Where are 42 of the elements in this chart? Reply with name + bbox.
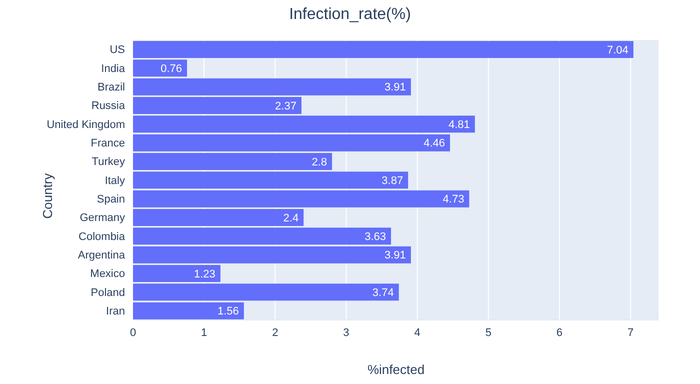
y-tick-label: Brazil <box>97 82 125 94</box>
x-tick-label: 3 <box>343 326 350 339</box>
data-label: 2.37 <box>275 100 296 112</box>
x-tick-label: 4 <box>414 326 420 339</box>
x-tick-label: 6 <box>556 326 563 339</box>
bar <box>133 302 244 320</box>
y-tick-label: Poland <box>90 286 125 299</box>
y-tick-label: France <box>90 138 125 150</box>
y-tick-label: United Kingdom <box>46 118 125 131</box>
data-label: 1.56 <box>217 306 239 318</box>
x-tick-label: 7 <box>628 326 634 339</box>
data-label: 3.63 <box>364 231 386 244</box>
x-tick-label: 1 <box>201 326 208 339</box>
data-label: 3.87 <box>382 175 404 188</box>
y-tick-label: India <box>101 62 126 75</box>
y-tick-label: Italy <box>104 174 126 187</box>
y-tick-label: Germany <box>80 212 126 224</box>
data-label: 3.91 <box>384 250 406 262</box>
x-tick-label: 2 <box>272 326 278 339</box>
data-label: 2.8 <box>312 156 328 168</box>
data-label: 3.74 <box>372 287 394 300</box>
data-label: 4.73 <box>442 194 464 206</box>
y-tick-label: US <box>110 44 125 56</box>
y-axis-title: Country <box>40 173 55 219</box>
x-axis-title: %infected <box>366 362 426 377</box>
data-label: 4.81 <box>448 119 470 132</box>
x-tick-label: 0 <box>130 326 136 339</box>
data-label: 2.4 <box>283 212 299 224</box>
data-label: 4.46 <box>424 138 446 150</box>
y-tick-label: Spain <box>96 194 125 206</box>
y-tick-label: Colombia <box>78 230 126 243</box>
chart-title: Infection_rate(%) <box>288 6 412 24</box>
y-tick-label: Iran <box>106 306 125 318</box>
data-label: 0.76 <box>160 63 182 76</box>
y-tick-label: Turkey <box>92 156 126 168</box>
y-tick-label: Argentina <box>78 250 126 262</box>
x-tick-label: 5 <box>485 326 492 339</box>
data-label: 3.91 <box>384 82 406 94</box>
data-label: 7.04 <box>606 44 628 56</box>
y-tick-label: Russia <box>91 100 126 112</box>
data-label: 1.23 <box>194 268 216 280</box>
y-tick-label: Mexico <box>90 268 125 280</box>
